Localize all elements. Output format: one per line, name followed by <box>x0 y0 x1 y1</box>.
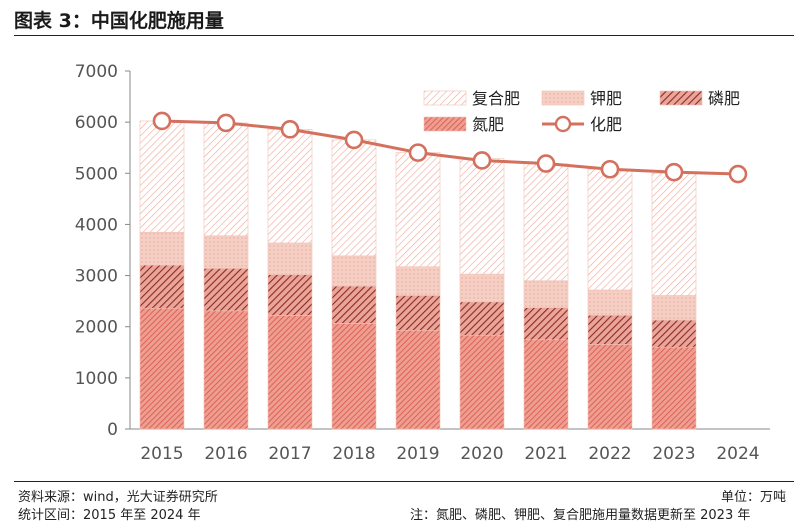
bar-segment-nitrogen <box>395 329 441 430</box>
stats-range: 统计区间：2015 年至 2024 年 <box>18 508 201 523</box>
x-tick-label: 2019 <box>396 444 439 464</box>
bar-segment-phosphate <box>203 268 249 312</box>
bar-segment-potash <box>523 280 569 308</box>
total-line-point <box>664 162 684 182</box>
bar-segment-phosphate <box>587 315 633 345</box>
bar-segment-compound <box>395 152 441 268</box>
top-rule <box>14 35 794 36</box>
bar-segment-compound <box>459 158 505 275</box>
y-tick-label: 7000 <box>75 62 118 82</box>
axes: 0 1000 2000 3000 4000 5000 6000 7000 2015 2016 201… <box>75 62 770 464</box>
bar-segment-nitrogen <box>331 323 377 430</box>
legend-label: 磷肥 <box>708 89 740 108</box>
legend-swatch <box>423 90 467 106</box>
legend-label: 复合肥 <box>472 89 520 108</box>
total-line-point <box>408 143 428 162</box>
bar-segment-compound <box>267 129 313 244</box>
data-note: 注：氮肥、磷肥、钾肥、复合肥施用量数据更新至 2023 年 <box>410 508 751 523</box>
x-tick-label: 2018 <box>332 444 375 464</box>
x-tick-label: 2022 <box>588 444 631 464</box>
x-tick-label: 2015 <box>140 444 183 464</box>
bar-segment-potash <box>139 231 185 266</box>
bar-segment-nitrogen <box>523 339 569 430</box>
bar-segment-nitrogen <box>267 315 313 430</box>
total-line-point <box>536 154 556 173</box>
y-tick-label: 1000 <box>75 369 118 389</box>
total-line-point <box>472 151 492 170</box>
bar-segment-compound <box>523 163 569 282</box>
y-tick-label: 6000 <box>75 113 118 133</box>
total-line-point <box>152 111 172 131</box>
y-tick-label: 5000 <box>75 164 118 184</box>
legend-label: 氮肥 <box>472 115 504 134</box>
bar-segment-nitrogen <box>139 307 185 430</box>
x-tick-label: 2023 <box>652 444 695 464</box>
bar-segment-potash <box>587 289 633 316</box>
total-line-point <box>216 113 236 133</box>
x-tick-label: 2024 <box>716 444 759 464</box>
bar-segment-phosphate <box>139 264 185 309</box>
bar-segment-potash <box>395 266 441 296</box>
bar-segment-compound <box>203 122 249 237</box>
bar-segment-phosphate <box>651 319 697 348</box>
bar-segment-phosphate <box>267 274 313 316</box>
bar-segment-compound <box>587 168 633 291</box>
bar-segment-phosphate <box>331 285 377 324</box>
legend-line-marker <box>554 115 572 133</box>
y-tick-label: 3000 <box>75 267 118 287</box>
x-tick-label: 2016 <box>204 444 247 464</box>
x-tick-label: 2020 <box>460 444 503 464</box>
legend-swatch <box>541 90 585 106</box>
total-line <box>152 111 748 184</box>
y-tick-label: 2000 <box>75 318 118 338</box>
bottom-rule <box>14 481 794 482</box>
legend-label: 化肥 <box>590 115 622 134</box>
bar-segment-compound <box>139 120 185 233</box>
bar-segment-potash <box>651 295 697 321</box>
unit-label: 单位：万吨 <box>720 490 786 505</box>
bars <box>139 120 697 430</box>
bar-segment-phosphate <box>459 301 505 336</box>
bar-segment-potash <box>331 255 377 287</box>
total-line-point <box>728 164 748 184</box>
y-tick-label: 0 <box>107 420 118 440</box>
bar-segment-potash <box>267 242 313 275</box>
legend-swatch <box>423 116 467 132</box>
total-line-point <box>280 120 300 139</box>
legend-label: 钾肥 <box>590 89 622 108</box>
bar-segment-nitrogen <box>651 346 697 430</box>
source-note: 资料来源：wind，光大证券研究所 <box>18 490 218 505</box>
total-line-point <box>344 130 364 150</box>
total-line-path <box>161 119 739 176</box>
bar-segment-nitrogen <box>587 344 633 430</box>
legend-swatch <box>659 90 703 106</box>
bar-segment-phosphate <box>395 295 441 331</box>
figure-title: 图表 3：中国化肥施用量 <box>14 10 224 32</box>
fertilizer-chart: 0 1000 2000 3000 4000 5000 6000 7000 2015 2016 201… <box>75 62 770 464</box>
bar-segment-compound <box>331 139 377 257</box>
x-tick-label: 2017 <box>268 444 311 464</box>
bar-segment-phosphate <box>523 307 569 341</box>
total-line-point <box>600 159 620 179</box>
bar-segment-nitrogen <box>203 310 249 430</box>
bar-segment-potash <box>459 273 505 303</box>
y-tick-label: 4000 <box>75 215 118 235</box>
bar-segment-nitrogen <box>459 334 505 430</box>
x-tick-label: 2021 <box>524 444 567 464</box>
bar-segment-potash <box>203 235 249 269</box>
bar-segment-compound <box>651 172 697 296</box>
